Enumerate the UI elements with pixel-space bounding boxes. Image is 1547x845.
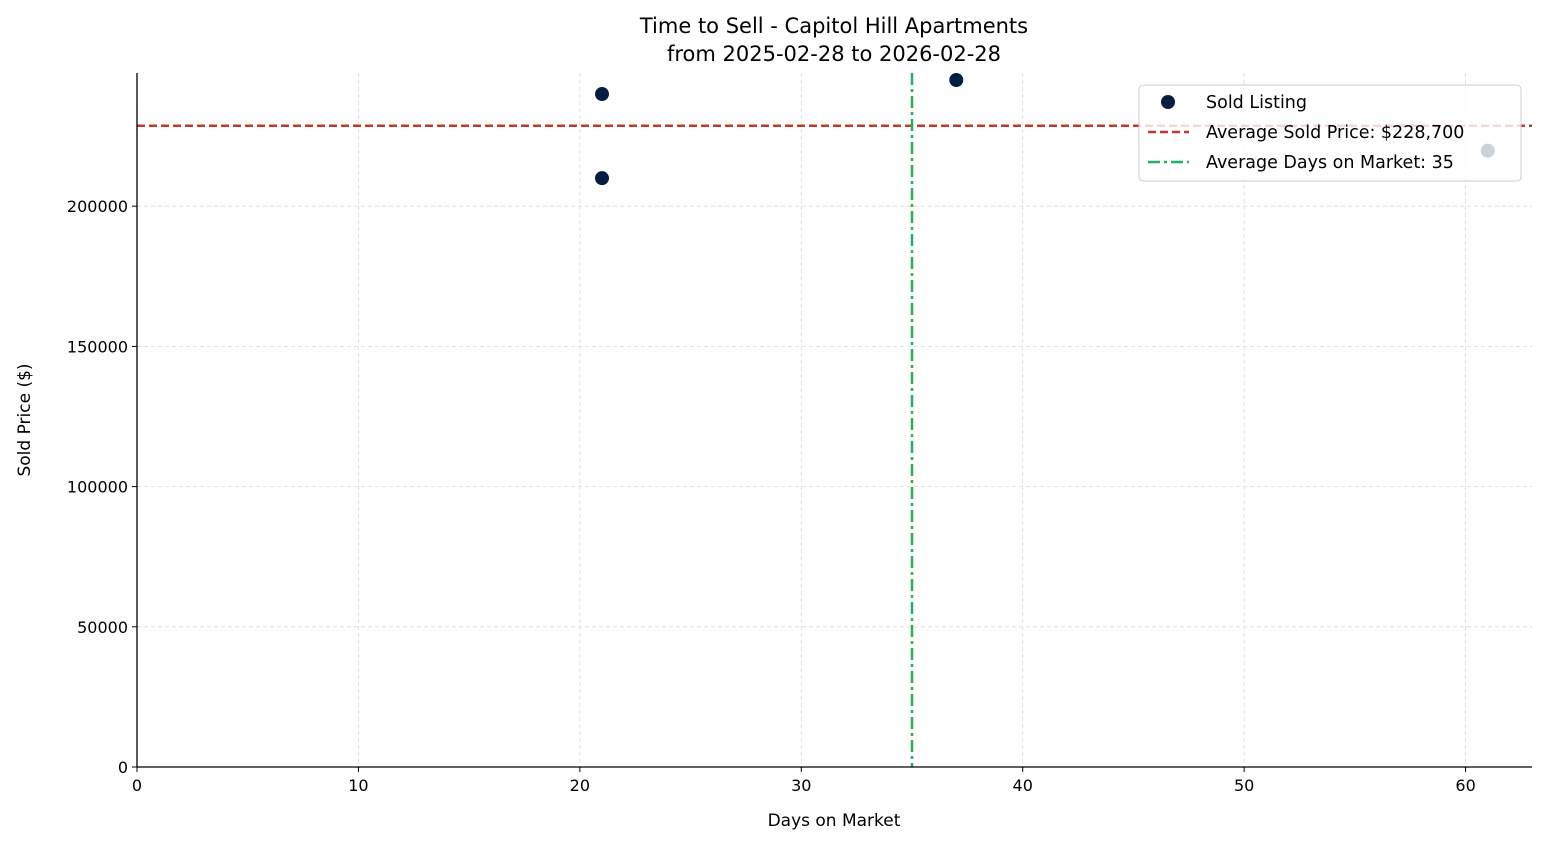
x-tick-label: 40 xyxy=(1013,776,1033,795)
x-tick-label: 30 xyxy=(791,776,811,795)
y-tick-label: 150000 xyxy=(67,337,128,356)
chart-title: Time to Sell - Capitol Hill Apartments xyxy=(639,14,1028,38)
legend: Sold Listing Average Sold Price: $228,700… xyxy=(1138,84,1522,182)
legend-label: Average Days on Market: 35 xyxy=(1206,153,1454,173)
x-tick-label: 20 xyxy=(570,776,590,795)
chart-subtitle: from 2025-02-28 to 2026-02-28 xyxy=(667,42,1001,66)
legend-label: Sold Listing xyxy=(1206,93,1307,113)
legend-label: Average Sold Price: $228,700 xyxy=(1206,123,1464,143)
legend-marker-dot xyxy=(1161,95,1175,109)
x-axis-label: Days on Market xyxy=(768,811,901,831)
data-point xyxy=(595,87,609,102)
data-point xyxy=(949,73,964,88)
x-tick-label: 0 xyxy=(132,776,142,795)
x-tick-label: 50 xyxy=(1234,776,1254,795)
y-tick-label: 50000 xyxy=(77,618,128,637)
y-tick-label: 100000 xyxy=(67,478,128,497)
x-tick-label: 60 xyxy=(1455,776,1475,795)
y-tick-label: 0 xyxy=(118,758,128,777)
y-tick-label: 200000 xyxy=(67,197,128,216)
y-axis-label: Sold Price ($) xyxy=(15,363,35,476)
x-tick-label: 10 xyxy=(348,776,368,795)
data-point xyxy=(595,171,609,186)
legend-box xyxy=(1138,84,1522,182)
